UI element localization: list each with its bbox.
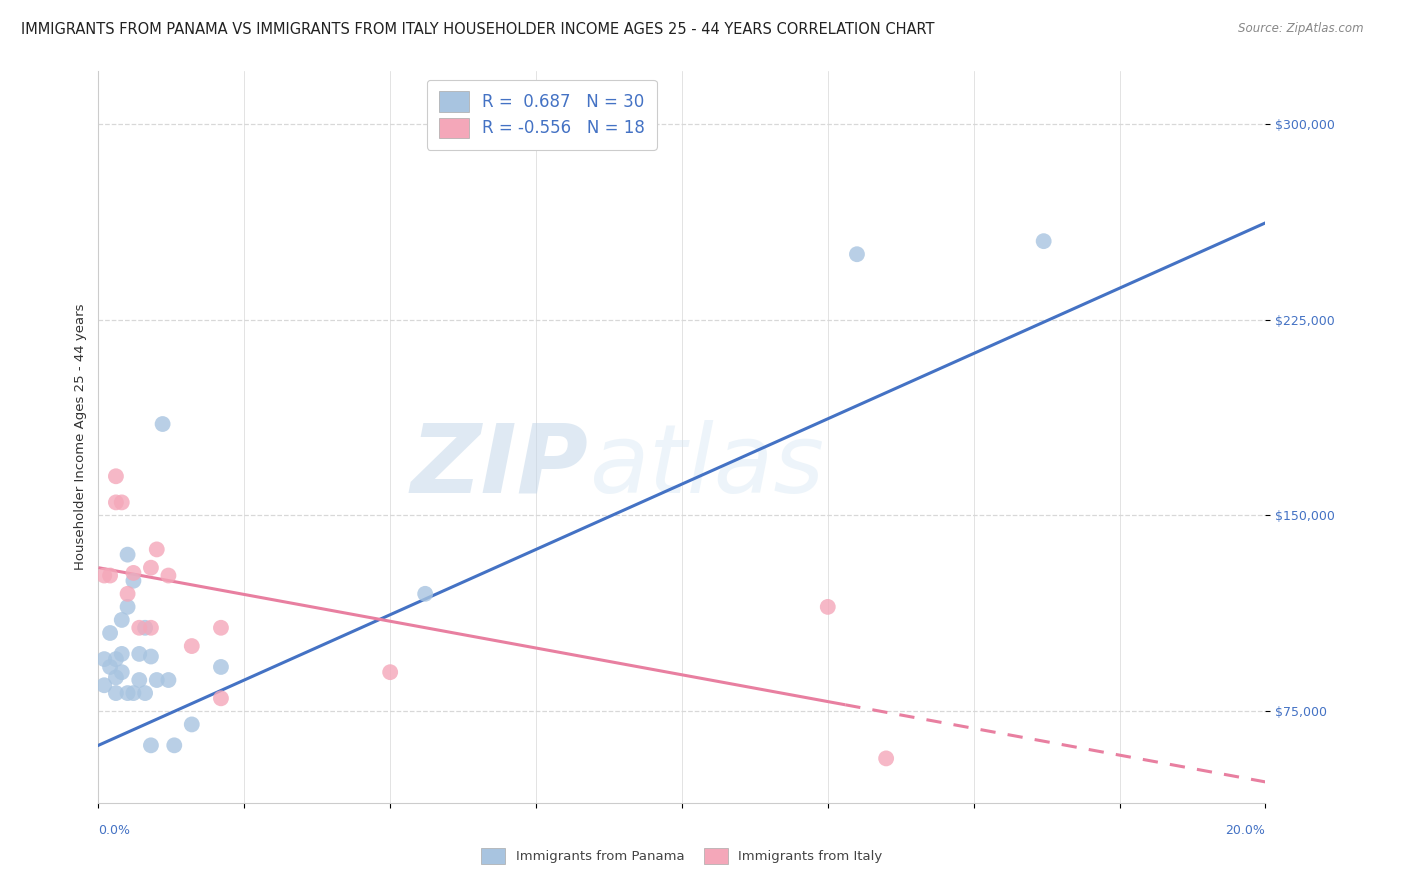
Point	[152, 417, 174, 431]
Point	[104, 469, 127, 483]
Point	[209, 691, 232, 706]
Point	[111, 647, 134, 661]
Point	[139, 739, 162, 753]
Point	[146, 542, 169, 557]
Point	[128, 647, 150, 661]
Point	[122, 686, 145, 700]
Point	[104, 686, 127, 700]
Point	[180, 717, 202, 731]
Point	[128, 673, 150, 687]
Text: 0.0%: 0.0%	[98, 823, 131, 837]
Point	[180, 639, 202, 653]
Point	[104, 652, 127, 666]
Y-axis label: Householder Income Ages 25 - 44 years: Householder Income Ages 25 - 44 years	[75, 304, 87, 570]
Point	[139, 649, 162, 664]
Point	[413, 587, 436, 601]
Point	[157, 568, 180, 582]
Point	[146, 673, 169, 687]
Point	[846, 247, 869, 261]
Point	[93, 568, 115, 582]
Point	[875, 751, 897, 765]
Text: Source: ZipAtlas.com: Source: ZipAtlas.com	[1239, 22, 1364, 36]
Point	[1032, 234, 1054, 248]
Point	[93, 652, 115, 666]
Point	[93, 678, 115, 692]
Point	[380, 665, 402, 680]
Point	[98, 568, 121, 582]
Text: atlas: atlas	[589, 420, 824, 513]
Point	[117, 587, 139, 601]
Point	[209, 660, 232, 674]
Point	[104, 495, 127, 509]
Point	[122, 574, 145, 588]
Point	[111, 613, 134, 627]
Point	[117, 686, 139, 700]
Point	[111, 495, 134, 509]
Point	[139, 621, 162, 635]
Point	[139, 560, 162, 574]
Point	[157, 673, 180, 687]
Text: 20.0%: 20.0%	[1226, 823, 1265, 837]
Text: ZIP: ZIP	[411, 420, 589, 513]
Point	[111, 665, 134, 680]
Point	[128, 621, 150, 635]
Point	[104, 670, 127, 684]
Point	[134, 686, 156, 700]
Text: IMMIGRANTS FROM PANAMA VS IMMIGRANTS FROM ITALY HOUSEHOLDER INCOME AGES 25 - 44 : IMMIGRANTS FROM PANAMA VS IMMIGRANTS FRO…	[21, 22, 935, 37]
Point	[98, 626, 121, 640]
Point	[817, 599, 839, 614]
Point	[134, 621, 156, 635]
Point	[98, 660, 121, 674]
Point	[122, 566, 145, 580]
Point	[163, 739, 186, 753]
Point	[117, 599, 139, 614]
Point	[117, 548, 139, 562]
Point	[209, 621, 232, 635]
Legend: Immigrants from Panama, Immigrants from Italy: Immigrants from Panama, Immigrants from …	[477, 843, 887, 870]
